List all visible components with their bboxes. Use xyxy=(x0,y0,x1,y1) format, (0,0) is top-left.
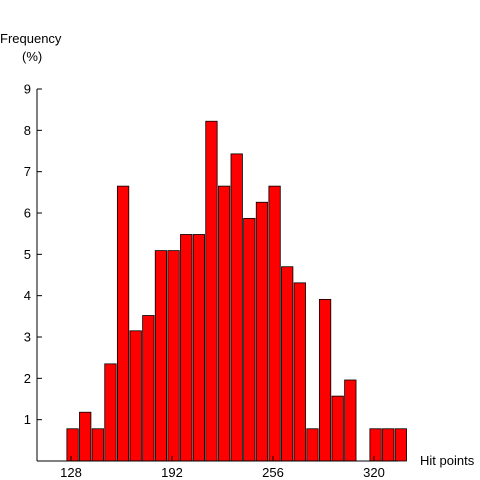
axes-group: 1 2 3 4 5 6 7 8 9 128 192 256 320 xyxy=(24,82,398,480)
x-tick-label-192: 192 xyxy=(161,465,183,480)
bar-11 xyxy=(205,120,218,462)
bar-14 xyxy=(243,217,256,462)
y-tick-label-1: 1 xyxy=(24,412,31,427)
bar-0 xyxy=(66,428,79,462)
bar-9 xyxy=(180,234,193,462)
bar-12 xyxy=(217,185,231,462)
bar-22 xyxy=(344,379,357,462)
y-tick-label-3: 3 xyxy=(24,330,31,345)
y-axis-label: Frequency xyxy=(0,31,62,46)
x-tick-label-320: 320 xyxy=(363,465,385,480)
bar-8 xyxy=(167,250,180,462)
bar-6 xyxy=(142,315,155,462)
y-tick-label-8: 8 xyxy=(24,123,31,138)
bar-13 xyxy=(230,153,243,462)
bar-26 xyxy=(394,428,407,462)
bar-16 xyxy=(268,185,281,462)
bar-5 xyxy=(129,330,142,462)
y-axis-unit-label: (%) xyxy=(22,49,43,64)
bar-1 xyxy=(79,411,92,462)
bar-15 xyxy=(255,201,269,462)
bars-group xyxy=(66,120,407,462)
y-tick-label-2: 2 xyxy=(24,371,31,386)
bar-19 xyxy=(306,428,319,462)
bar-25 xyxy=(382,428,395,462)
x-tick-label-128: 128 xyxy=(60,465,82,480)
x-tick-label-256: 256 xyxy=(262,465,284,480)
bar-2 xyxy=(91,428,104,462)
bar-10 xyxy=(192,234,205,462)
y-tick-label-9: 9 xyxy=(24,82,31,97)
bar-24 xyxy=(369,428,382,462)
bar-17 xyxy=(281,266,294,462)
y-tick-label-6: 6 xyxy=(24,206,31,221)
y-tick-label-5: 5 xyxy=(24,247,31,262)
bar-20 xyxy=(318,298,332,462)
bar-18 xyxy=(293,282,306,462)
bar-21 xyxy=(331,395,344,462)
bar-3 xyxy=(104,363,117,462)
bar-7 xyxy=(154,250,168,462)
bar-4 xyxy=(116,185,130,462)
y-tick-label-4: 4 xyxy=(24,288,31,303)
x-axis-label: Hit points xyxy=(420,453,475,468)
y-tick-label-7: 7 xyxy=(24,164,31,179)
